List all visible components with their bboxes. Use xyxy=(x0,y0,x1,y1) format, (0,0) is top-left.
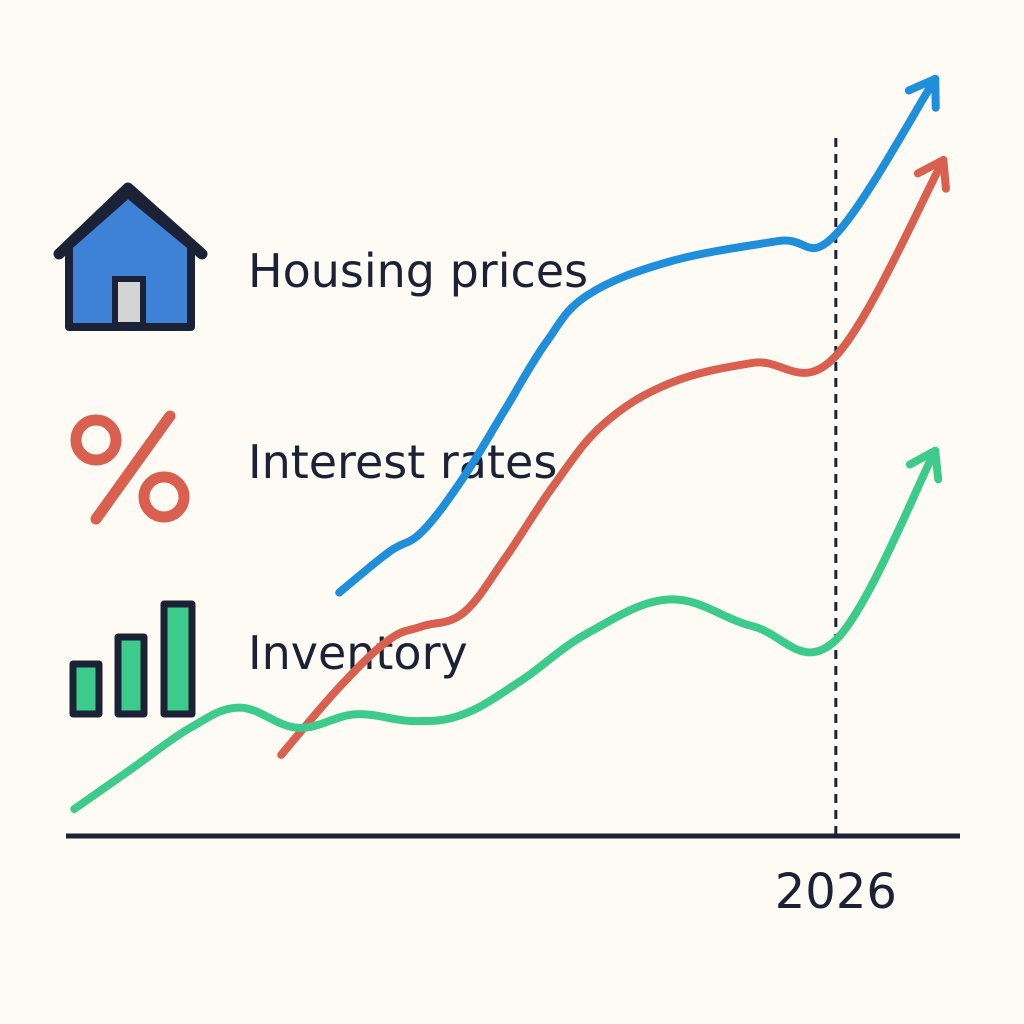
series-layer xyxy=(70,74,950,813)
bar-chart-icon xyxy=(69,600,196,718)
series-line-inventory xyxy=(70,446,943,813)
percent-icon xyxy=(70,410,190,525)
series-line-housing-prices xyxy=(335,74,940,597)
series-line-interest-rates xyxy=(277,156,950,759)
legend-label-housing-prices: Housing prices xyxy=(248,244,588,298)
house-icon xyxy=(53,182,208,331)
legend-label-interest-rates: Interest rates xyxy=(248,435,557,489)
year-marker-label: 2026 xyxy=(775,864,897,920)
